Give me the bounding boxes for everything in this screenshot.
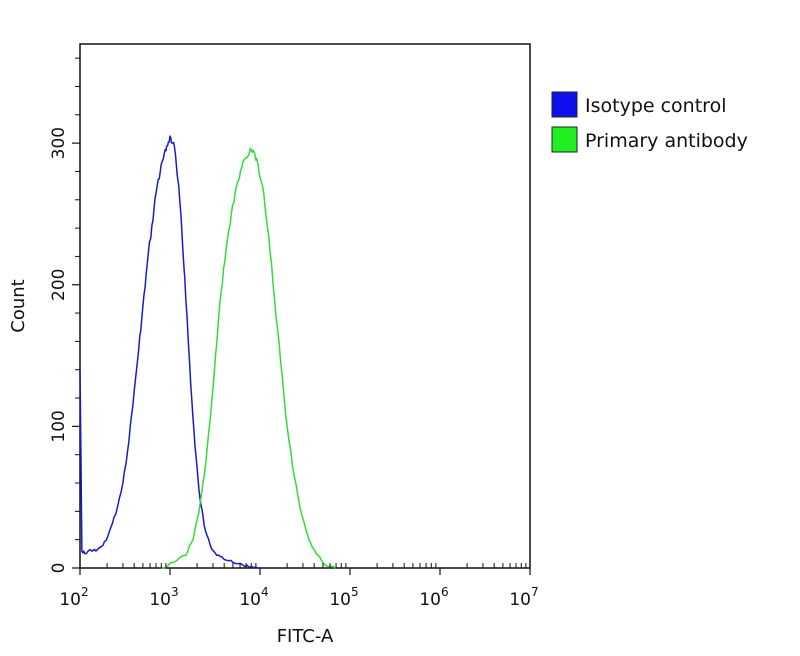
x-tick-label: 104 <box>239 585 268 610</box>
plot-area-frame <box>79 43 531 569</box>
x-tick-label: 103 <box>149 585 178 610</box>
legend-label-primary-antibody: Primary antibody <box>585 130 748 152</box>
y-tick-label: 100 <box>49 410 69 442</box>
isotype-control-line <box>79 135 260 569</box>
primary-antibody-line <box>161 147 337 569</box>
y-tick-label: 0 <box>49 563 69 574</box>
x-axis: 102 103 104 105 106 107 <box>59 563 539 610</box>
y-axis-label: Count <box>8 279 29 332</box>
legend: Isotype control Primary antibody <box>551 91 748 153</box>
series-layer <box>79 135 337 569</box>
legend-swatch-isotype-control <box>551 91 578 118</box>
y-axis: 0 100 200 300 <box>49 57 80 574</box>
x-tick-label: 102 <box>59 585 88 610</box>
y-tick-label: 300 <box>49 127 69 159</box>
x-tick-label: 106 <box>419 585 448 610</box>
x-tick-label: 105 <box>329 585 358 610</box>
x-axis-label: FITC-A <box>277 626 334 647</box>
x-tick-label: 107 <box>509 585 538 610</box>
legend-swatch-primary-antibody <box>551 126 578 153</box>
y-tick-label: 200 <box>49 269 69 301</box>
legend-label-isotype-control: Isotype control <box>585 95 726 117</box>
